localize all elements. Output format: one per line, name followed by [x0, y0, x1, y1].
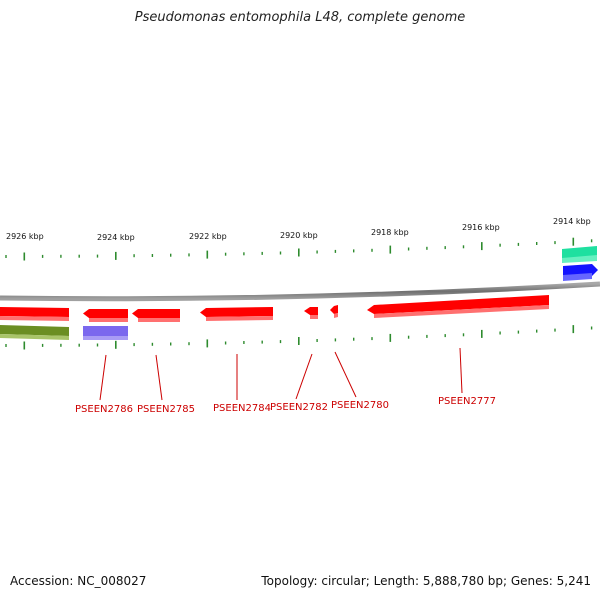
gene-arrow-pseen2785: [132, 309, 180, 318]
gene-arrow-pseen2786: [83, 309, 128, 318]
scale-labels: 2926 kbp 2924 kbp 2922 kbp 2920 kbp 2918…: [6, 217, 591, 242]
scale-label-2918: 2918 kbp: [371, 228, 409, 237]
map-title: Pseudomonas entomophila L48, complete ge…: [134, 10, 466, 25]
gene-arrow-pseen2782: [304, 307, 318, 315]
genome-backbone: [0, 281, 600, 302]
gene-arrows: [0, 295, 549, 322]
reverse-features: [0, 325, 128, 340]
gene-label-pseen2784[interactable]: PSEEN2784: [213, 403, 271, 414]
scale-label-2926: 2926 kbp: [6, 232, 44, 241]
gene-label-pseen2780[interactable]: PSEEN2780: [331, 400, 389, 411]
inner-scale-ticks: [5, 325, 593, 350]
purple-feature: [83, 326, 128, 336]
scale-label-2924: 2924 kbp: [97, 233, 135, 242]
scale-label-2914: 2914 kbp: [553, 217, 591, 226]
accession-text: Accession: NC_008027: [10, 574, 147, 588]
gene-arrow-pseen2784: [200, 307, 273, 317]
gene-labels: PSEEN2786 PSEEN2785 PSEEN2784 PSEEN2782 …: [75, 396, 496, 415]
gene-arrow-pseen2780: [330, 305, 338, 314]
gene-label-pseen2785[interactable]: PSEEN2785: [137, 404, 195, 415]
gene-arrow-pseen2777: [367, 295, 549, 314]
gene-arrow-pseen2787: [0, 307, 69, 317]
gene-label-pseen2786[interactable]: PSEEN2786: [75, 404, 133, 415]
scale-label-2916: 2916 kbp: [462, 223, 500, 232]
forward-features: [562, 246, 598, 281]
scale-label-2920: 2920 kbp: [280, 231, 318, 240]
scale-label-2922: 2922 kbp: [189, 232, 227, 241]
genome-summary-text: Topology: circular; Length: 5,888,780 bp…: [261, 574, 591, 588]
label-leaders: [99, 347, 463, 401]
gene-label-pseen2777[interactable]: PSEEN2777: [438, 396, 496, 407]
gene-label-pseen2782[interactable]: PSEEN2782: [270, 402, 328, 413]
outer-scale-ticks: [5, 237, 593, 261]
olive-feature: [0, 325, 69, 336]
